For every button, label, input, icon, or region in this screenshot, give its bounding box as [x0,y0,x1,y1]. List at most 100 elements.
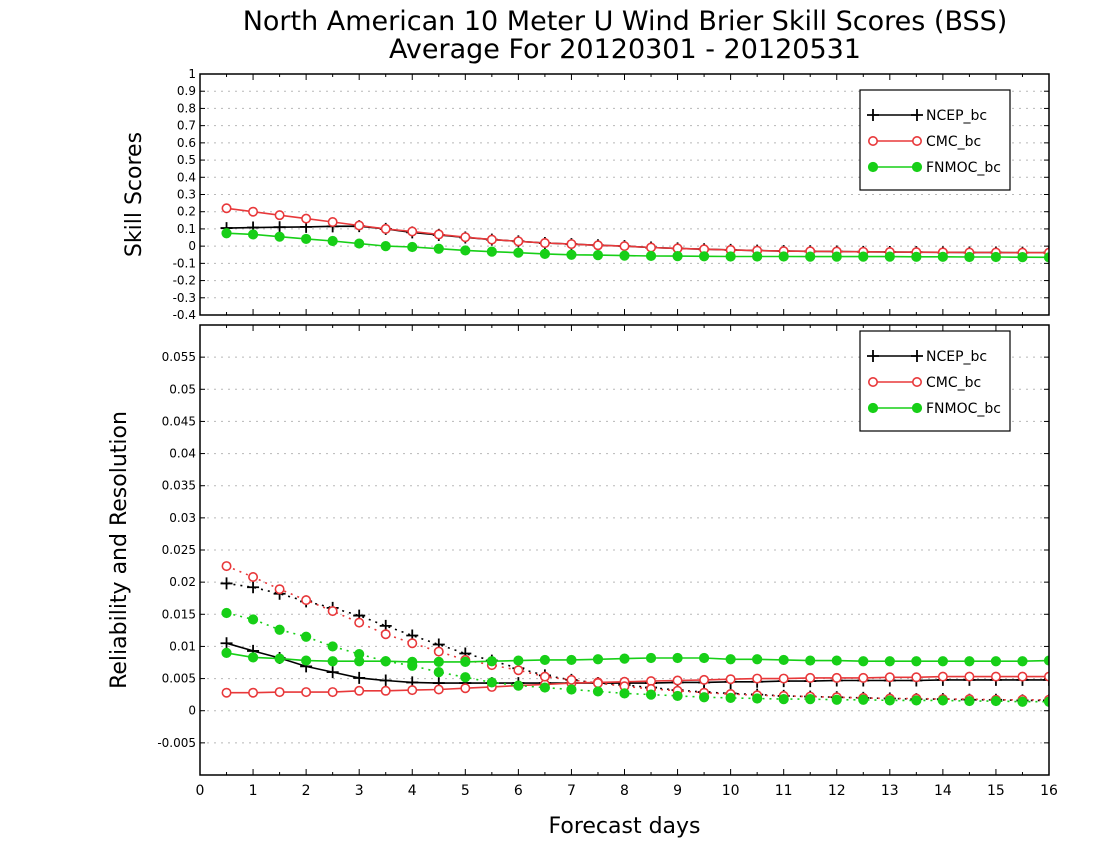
data-point-cmc-bc-reliability [964,671,975,682]
data-point-cmc-bc-reliability [354,685,365,696]
series-layer [220,561,1049,707]
data-point-fnmoc-bc [698,251,710,262]
x-tick-label: 13 [881,783,899,799]
y-tick-label: 0.05 [169,382,196,396]
legend-label-ncep-bc: NCEP_bc [926,108,987,124]
legend-marker-cmc-bc [911,136,922,147]
data-point-fnmoc-bc-reliability [301,655,312,666]
data-point-fnmoc-bc-reliability [752,654,763,665]
y-tick-label: 0.055 [162,350,196,364]
data-point-cmc-bc-resolution [248,571,259,582]
data-point-cmc-bc-reliability [884,672,895,683]
data-point-fnmoc-bc [964,251,975,263]
data-point-fnmoc-bc-resolution [805,694,816,705]
data-point-fnmoc-bc-reliability [831,655,842,666]
data-point-fnmoc-bc-reliability [911,656,922,667]
y-tick-label: 0.015 [162,607,196,621]
data-point-fnmoc-bc [805,251,816,262]
data-point-fnmoc-bc-resolution [698,692,710,703]
chart-title-line1: North American 10 Meter U Wind Brier Ski… [243,6,1008,37]
y-tick-label: -0.2 [173,274,196,288]
data-point-ncep-bc-reliability [220,637,233,650]
data-point-cmc-bc-reliability [221,687,232,698]
data-point-cmc-bc-reliability [433,684,444,695]
data-point-cmc-bc-resolution [433,646,444,657]
x-tick-label: 8 [620,783,629,799]
data-point-fnmoc-bc [221,228,232,239]
data-point-fnmoc-bc-reliability [539,654,551,666]
x-tick-label: 9 [673,783,682,799]
x-tick-label: 3 [355,783,364,799]
data-point-fnmoc-bc-resolution [672,690,683,702]
data-point-fnmoc-bc-reliability [858,656,869,667]
legend-marker-ncep-bc [867,350,879,362]
data-point-ncep-bc-reliability [326,666,339,679]
data-point-fnmoc-bc [831,251,842,262]
data-point-fnmoc-bc [937,251,948,262]
y-tick-label: 0 [188,239,196,253]
legend-marker-ncep-bc [911,350,923,362]
x-tick-label: 7 [567,783,576,799]
plot-frame [199,324,1050,776]
data-point-fnmoc-bc-reliability [513,655,524,666]
y-tick-label: 0.9 [177,84,196,98]
data-point-fnmoc-bc-resolution [433,667,444,678]
data-point-fnmoc-bc [274,231,285,242]
data-point-fnmoc-bc-resolution [380,656,391,667]
data-point-cmc-bc-reliability [911,672,922,683]
data-point-fnmoc-bc-reliability [990,656,1002,667]
data-point-cmc-bc-reliability [407,685,418,696]
data-point-cmc-bc-reliability [858,672,869,683]
y-tick-label: -0.4 [173,308,196,322]
legend-label-fnmoc-bc: FNMOC_bc [926,401,1001,417]
data-point-fnmoc-bc [592,249,604,261]
data-point-fnmoc-bc-reliability [937,656,948,667]
data-point-fnmoc-bc-reliability [221,647,232,658]
data-point-cmc-bc-reliability [990,671,1001,682]
data-point-cmc-bc-resolution [301,595,312,606]
data-point-cmc-bc-resolution [566,674,577,685]
data-point-fnmoc-bc-resolution [725,692,736,703]
x-axis-label: Forecast days [548,814,700,839]
data-point-ncep-bc-reliability [353,671,366,684]
data-point-fnmoc-bc [858,251,869,262]
data-point-fnmoc-bc-reliability [460,656,471,667]
x-tick-label: 4 [408,783,417,799]
data-point-fnmoc-bc [513,247,524,258]
y-tick-label: 0.045 [162,414,196,428]
data-point-cmc-bc [566,239,577,250]
data-point-cmc-bc [380,223,391,234]
data-point-fnmoc-bc [990,251,1002,263]
y-tick-label: 0.7 [177,119,196,133]
data-point-fnmoc-bc [433,243,444,254]
plot-panel-2: -0.005 0 0.005 0.01 0.015 0.02 0.025 0.03 0.035 0… [107,324,1058,839]
data-point-fnmoc-bc-resolution [221,607,232,619]
y-tick-label: 0.2 [177,205,196,219]
data-point-fnmoc-bc-reliability [1043,655,1049,666]
y-tick-label: 0.8 [177,101,196,115]
legend-marker-ncep-bc [867,109,879,121]
y-tick-label: 0.005 [162,672,196,686]
data-point-cmc-bc-reliability [752,673,763,684]
x-tick-label: 15 [987,783,1005,799]
data-point-fnmoc-bc-resolution [1043,696,1049,707]
legend-marker-cmc-bc [867,136,878,147]
x-tick-label: 0 [196,783,205,799]
data-point-fnmoc-bc [672,251,683,262]
legend-marker-cmc-bc [911,376,922,387]
y-tick-label: -0.3 [173,291,196,305]
data-point-cmc-bc-resolution [221,561,232,572]
legend-label-cmc-bc: CMC_bc [926,134,981,150]
data-point-fnmoc-bc-reliability [274,653,285,664]
data-point-cmc-bc [407,226,418,237]
data-point-fnmoc-bc [778,251,789,262]
data-point-fnmoc-bc-resolution [1017,696,1028,707]
data-point-fnmoc-bc-reliability [698,652,710,664]
y-tick-label: 0.035 [162,479,196,493]
data-point-cmc-bc-reliability [778,673,789,684]
data-point-fnmoc-bc-reliability [619,653,630,664]
data-point-fnmoc-bc-resolution [619,688,630,699]
series-line-cmc-bc [226,207,1049,254]
data-point-cmc-bc [301,213,312,224]
